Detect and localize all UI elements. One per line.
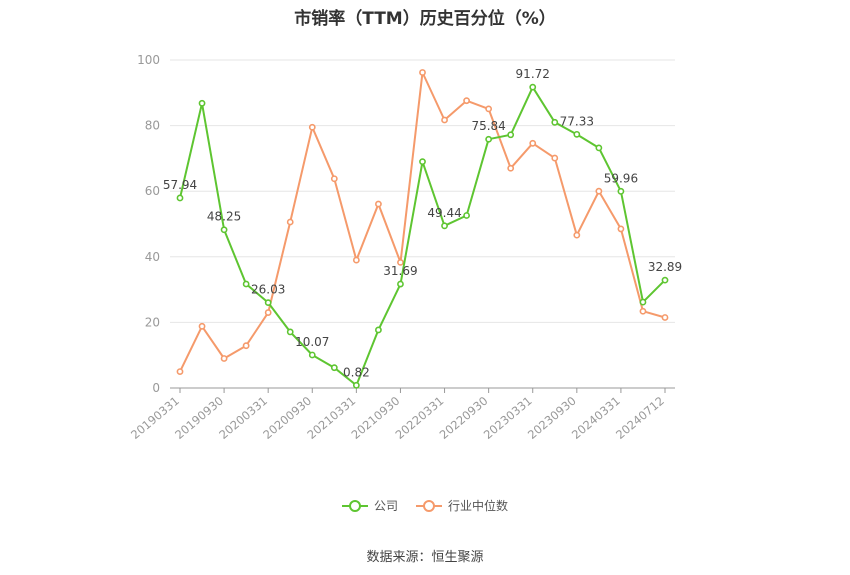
data-label: 10.07 xyxy=(295,335,329,349)
data-point-industry-median xyxy=(441,116,448,124)
data-label: 75.84 xyxy=(471,119,505,133)
data-point-company xyxy=(352,381,360,389)
data-point-industry-median xyxy=(419,69,426,76)
data-point-company xyxy=(661,276,669,284)
data-point-company xyxy=(198,99,206,107)
data-label: 49.44 xyxy=(427,206,461,220)
data-point-company xyxy=(573,130,581,138)
y-tick-label: 20 xyxy=(145,315,160,329)
x-tick-label: 20240712 xyxy=(613,394,667,442)
data-point-industry-median xyxy=(529,139,537,147)
data-point-company xyxy=(617,187,625,195)
data-point-company xyxy=(595,144,603,152)
legend-label-company: 公司 xyxy=(373,499,398,513)
data-point-company xyxy=(308,351,316,359)
data-point-company xyxy=(529,83,537,91)
data-point-company xyxy=(375,326,382,334)
data-point-company xyxy=(330,364,338,372)
legend-line-circle-icon xyxy=(416,499,442,513)
legend-label-industry-median: 行业中位数 xyxy=(448,499,509,513)
data-point-industry-median xyxy=(595,187,603,195)
data-point-industry-median xyxy=(352,256,360,264)
data-point-company xyxy=(507,131,515,139)
data-point-company xyxy=(419,158,426,166)
series-line-company xyxy=(179,86,666,387)
y-tick-label: 40 xyxy=(145,250,160,264)
chart-legend: 公司 行业中位数 xyxy=(0,497,850,514)
data-point-industry-median xyxy=(397,258,404,266)
data-point-company xyxy=(242,280,250,288)
data-source-note: 数据来源：恒生聚源 xyxy=(366,550,484,565)
data-point-industry-median xyxy=(176,368,184,375)
data-label: 91.72 xyxy=(516,67,550,81)
chart-title: 市销率（TTM）历史百分位（%） xyxy=(294,9,556,29)
data-point-industry-median xyxy=(573,231,581,239)
data-point-company xyxy=(551,118,559,126)
data-label: 0.82 xyxy=(343,365,370,379)
legend-item-industry-median[interactable]: 行业中位数 xyxy=(416,497,508,514)
data-point-industry-median xyxy=(551,154,559,162)
legend-item-company[interactable]: 公司 xyxy=(341,497,398,514)
data-point-industry-median xyxy=(507,164,515,172)
data-label: 48.25 xyxy=(207,210,241,224)
data-label: 59.96 xyxy=(604,171,638,185)
data-point-industry-median xyxy=(220,355,228,362)
data-point-industry-median xyxy=(661,314,669,321)
data-label: 77.33 xyxy=(560,114,594,128)
data-point-company xyxy=(485,135,493,143)
y-tick-label: 60 xyxy=(145,184,160,198)
data-label: 32.89 xyxy=(648,260,682,274)
data-point-industry-median xyxy=(308,123,316,131)
data-point-company xyxy=(220,226,228,234)
data-point-industry-median xyxy=(375,200,382,208)
data-point-industry-median xyxy=(242,342,250,350)
y-tick-label: 80 xyxy=(145,119,160,133)
data-point-company xyxy=(639,298,647,306)
data-label: 31.69 xyxy=(383,264,417,278)
data-point-company xyxy=(264,299,272,307)
data-point-industry-median xyxy=(330,175,338,183)
data-point-industry-median xyxy=(198,322,206,330)
data-point-industry-median xyxy=(485,105,493,113)
data-point-company xyxy=(463,212,470,219)
data-point-company xyxy=(176,194,184,202)
data-point-industry-median xyxy=(264,309,272,316)
data-label: 57.94 xyxy=(163,178,197,192)
data-label: 26.03 xyxy=(251,283,285,297)
y-tick-label: 100 xyxy=(137,53,160,67)
data-point-industry-median xyxy=(286,218,294,226)
data-point-company xyxy=(441,222,448,230)
data-point-industry-median xyxy=(463,97,470,105)
y-tick-label: 0 xyxy=(152,381,160,395)
legend-line-circle-icon xyxy=(341,499,368,513)
data-point-company xyxy=(286,328,294,336)
data-point-industry-median xyxy=(617,225,625,233)
data-point-industry-median xyxy=(639,307,647,315)
data-point-company xyxy=(397,280,404,288)
